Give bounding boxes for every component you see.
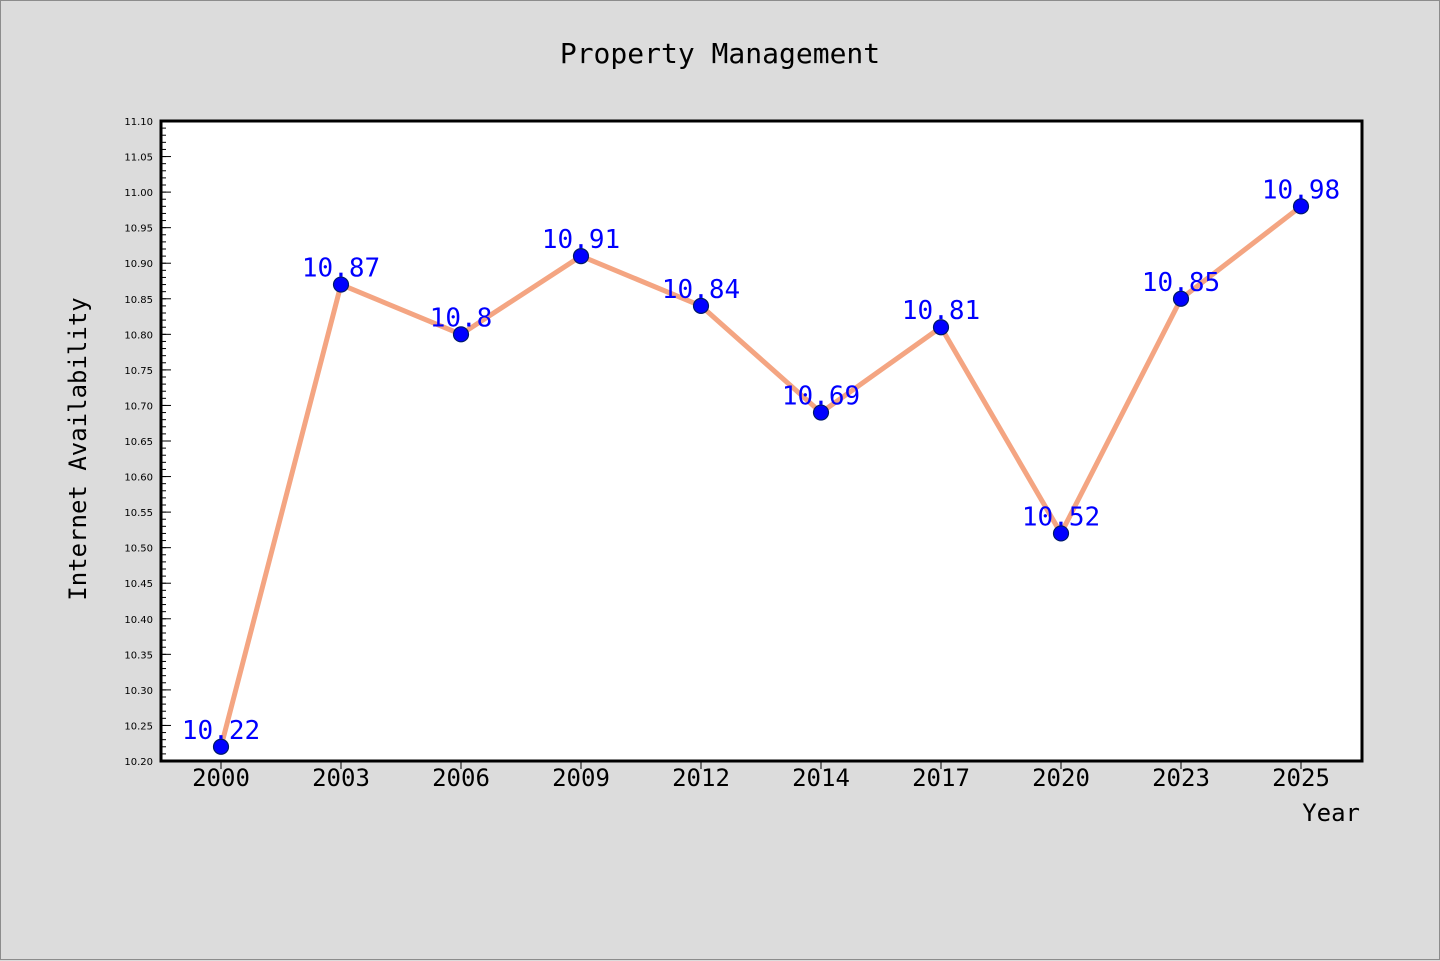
data-label: 10.81 — [902, 296, 980, 326]
y-tick-label: 10.20 — [124, 757, 153, 768]
data-label: 10.85 — [1142, 268, 1220, 298]
y-tick-label: 10.65 — [124, 437, 153, 448]
data-point — [812, 404, 830, 421]
x-tick-label: 2006 — [432, 764, 490, 792]
x-tick-label: 2000 — [192, 764, 250, 792]
data-label: 10.8 — [430, 303, 493, 333]
y-tick-label: 10.95 — [124, 224, 153, 235]
y-tick-label: 10.90 — [124, 259, 153, 270]
data-label: 10.22 — [182, 716, 260, 746]
x-ticks: 2000 2003 2006 2009 2012 2014 2017 2020 2023 2025 — [192, 761, 1330, 792]
y-tick-label: 10.70 — [124, 401, 153, 412]
y-tick-label: 11.05 — [124, 153, 153, 164]
data-point — [1172, 290, 1190, 307]
y-tick-label: 10.35 — [124, 650, 153, 661]
data-label: 10.69 — [782, 382, 860, 412]
data-label: 10.87 — [302, 254, 380, 284]
data-point — [932, 319, 950, 336]
data-label: 10.52 — [1022, 502, 1100, 532]
data-point — [452, 326, 470, 343]
y-major-ticks: 10.20 10.25 10.30 10.35 10.40 10.45 10.50 10.55… — [124, 117, 171, 768]
series-line-group — [218, 203, 1304, 750]
x-tick-label: 2023 — [1152, 764, 1210, 792]
chart-title: Property Management — [560, 37, 880, 70]
y-tick-label: 10.50 — [124, 544, 153, 555]
y-tick-label: 10.40 — [124, 615, 153, 626]
x-axis-label: Year — [1302, 799, 1360, 827]
x-tick-label: 2025 — [1272, 764, 1330, 792]
markers-group — [212, 198, 1310, 755]
y-tick-label: 10.60 — [124, 473, 153, 484]
data-point — [212, 738, 230, 755]
y-tick-label: 11.10 — [124, 117, 153, 128]
x-tick-label: 2003 — [312, 764, 370, 792]
data-point — [572, 248, 590, 265]
data-point — [1052, 525, 1070, 542]
y-tick-label: 11.00 — [124, 188, 153, 199]
data-label: 10.91 — [542, 225, 620, 255]
y-axis-label: Internet Availability — [64, 297, 92, 600]
y-tick-label: 10.80 — [124, 330, 153, 341]
y-tick-label: 10.55 — [124, 508, 153, 519]
y-tick-label: 10.25 — [124, 721, 153, 732]
data-point — [692, 297, 710, 314]
y-tick-label: 10.75 — [124, 366, 153, 377]
data-label: 10.98 — [1262, 175, 1340, 205]
x-tick-label: 2012 — [672, 764, 730, 792]
y-tick-label: 10.45 — [124, 579, 153, 590]
x-tick-label: 2014 — [792, 764, 850, 792]
data-point — [332, 276, 350, 293]
plot-area — [159, 119, 1364, 763]
x-tick-label: 2020 — [1032, 764, 1090, 792]
series-line — [218, 203, 1304, 750]
y-tick-label: 10.30 — [124, 686, 153, 697]
data-point — [1292, 198, 1310, 215]
x-tick-label: 2017 — [912, 764, 970, 792]
data-label: 10.84 — [662, 275, 740, 305]
x-tick-label: 2009 — [552, 764, 610, 792]
y-tick-label: 10.85 — [124, 295, 153, 306]
data-labels-group: 10.22 10.87 10.8 10.91 10.84 10.69 10.81 10.52 1… — [182, 175, 1340, 745]
